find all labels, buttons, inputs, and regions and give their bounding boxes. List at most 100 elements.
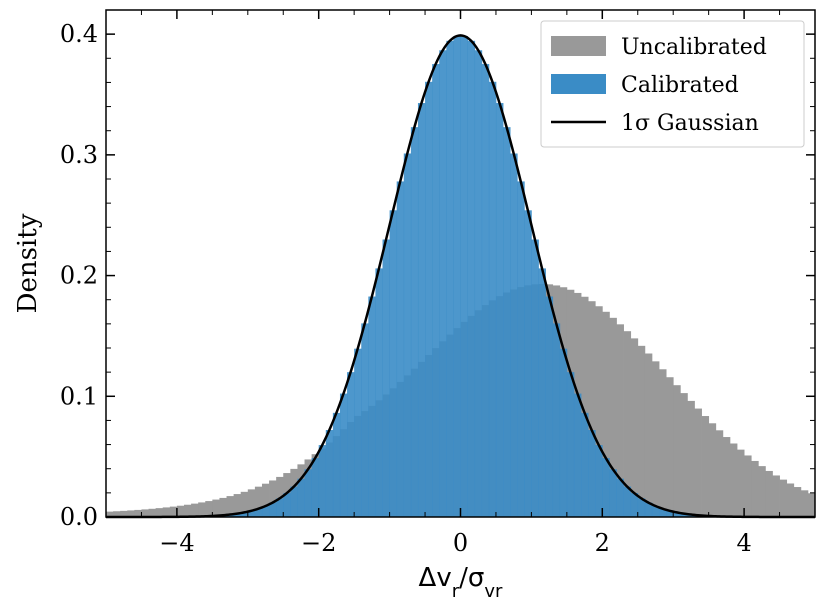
- uncalibrated-bar: [134, 509, 142, 517]
- calibrated-bar: [673, 512, 681, 517]
- calibrated-bar: [247, 510, 256, 517]
- calibrated-bar: [531, 239, 539, 517]
- calibrated-bar: [382, 239, 390, 517]
- uncalibrated-bar: [807, 493, 816, 517]
- uncalibrated-bar: [254, 486, 263, 517]
- uncalibrated-bar: [694, 408, 702, 517]
- legend-label-calibrated: Calibrated: [621, 73, 739, 98]
- uncalibrated-bar: [715, 430, 724, 517]
- uncalibrated-bar: [595, 306, 603, 517]
- calibrated-bar: [354, 348, 362, 517]
- calibrated-bar: [609, 469, 617, 517]
- uncalibrated-bar: [737, 449, 745, 517]
- calibrated-bar: [602, 458, 610, 517]
- uncalibrated-bar: [148, 508, 157, 517]
- calibrated-bar: [510, 153, 518, 518]
- y-tick-label: 0.4: [60, 20, 98, 48]
- uncalibrated-bar: [758, 466, 766, 517]
- calibrated-bar: [233, 513, 242, 517]
- uncalibrated-bar: [602, 311, 610, 517]
- calibrated-bar: [545, 296, 554, 517]
- calibrated-bar: [332, 412, 341, 517]
- calibrated-bar: [254, 508, 263, 517]
- calibrated-bar: [680, 513, 688, 517]
- calibrated-bar: [432, 64, 440, 517]
- uncalibrated-bar: [630, 338, 639, 517]
- calibrated-bar: [503, 127, 511, 517]
- uncalibrated-bar: [219, 497, 227, 517]
- x-tick-label: 4: [736, 529, 751, 557]
- calibrated-bar: [410, 127, 419, 517]
- uncalibrated-bar: [673, 385, 681, 517]
- uncalibrated-bar: [722, 437, 731, 517]
- calibrated-bar: [261, 506, 270, 517]
- uncalibrated-bar: [793, 487, 802, 517]
- calibrated-bar: [339, 393, 348, 517]
- calibrated-bar: [644, 502, 653, 517]
- calibrated-bar: [495, 103, 504, 518]
- uncalibrated-bar: [127, 510, 135, 517]
- gaussian-curve: [106, 34, 815, 519]
- calibrated-bar: [566, 372, 575, 517]
- calibrated-bar: [297, 478, 305, 517]
- calibrated-bar: [439, 50, 447, 518]
- axis-ticks: [105, 10, 816, 518]
- calibrated-bar: [417, 103, 426, 518]
- calibrated-bar: [276, 498, 284, 517]
- calibrated-bar: [368, 296, 376, 517]
- uncalibrated-bar: [176, 505, 185, 517]
- legend-swatch-calibrated: [551, 74, 606, 94]
- calibrated-bar: [318, 445, 327, 517]
- legend-label-uncalibrated: Uncalibrated: [621, 35, 767, 60]
- x-tick-label: −4: [159, 529, 194, 557]
- uncalibrated-bar: [212, 499, 220, 517]
- calibrated-bar: [474, 50, 483, 518]
- calibrated-bar: [290, 486, 298, 517]
- y-tick-label: 0.1: [60, 382, 98, 410]
- calibrated-bar: [588, 430, 596, 517]
- uncalibrated-bar: [205, 501, 213, 517]
- calibrated-bar: [488, 81, 497, 517]
- uncalibrated-bar: [744, 455, 752, 517]
- calibrated-bar: [311, 458, 320, 517]
- calibrated-bar: [283, 493, 291, 517]
- uncalibrated-bar: [120, 510, 128, 517]
- uncalibrated-bar: [581, 296, 589, 517]
- uncalibrated-bar: [800, 490, 809, 517]
- calibrated-bar: [517, 181, 525, 517]
- x-axis-label: Δvr/σvr: [419, 563, 503, 602]
- calibrated-bar: [630, 493, 639, 517]
- y-tick-label: 0.3: [60, 141, 98, 169]
- y-tick-label: 0.0: [60, 503, 98, 531]
- calibrated-histogram: [120, 36, 802, 518]
- uncalibrated-bar: [113, 511, 121, 517]
- uncalibrated-bar: [616, 324, 624, 517]
- calibrated-bar: [240, 512, 249, 517]
- calibrated-bar: [467, 40, 476, 518]
- legend-label-gaussian: 1σ Gaussian: [621, 111, 759, 136]
- calibrated-bar: [425, 81, 433, 517]
- calibrated-bar: [460, 36, 468, 518]
- uncalibrated-bar: [191, 503, 199, 517]
- uncalibrated-bar: [644, 353, 653, 517]
- calibrated-bar: [347, 372, 355, 517]
- uncalibrated-bar: [651, 361, 660, 517]
- x-tick-label: −2: [301, 529, 336, 557]
- uncalibrated-bar: [183, 504, 192, 517]
- uncalibrated-bar: [729, 443, 738, 517]
- x-tick-label: 2: [595, 529, 610, 557]
- uncalibrated-bar: [680, 393, 688, 517]
- uncalibrated-bar: [786, 483, 795, 517]
- legend: Uncalibrated Calibrated 1σ Gaussian: [540, 20, 805, 148]
- uncalibrated-bar: [659, 369, 667, 517]
- uncalibrated-bar: [708, 423, 717, 517]
- legend-swatch-uncalibrated: [551, 36, 606, 56]
- calibrated-bar: [269, 502, 277, 517]
- calibrated-bar: [481, 64, 490, 517]
- uncalibrated-bar: [141, 509, 149, 517]
- calibrated-bar: [616, 478, 624, 517]
- calibrated-bar: [623, 486, 632, 517]
- calibrated-bar: [396, 181, 405, 517]
- calibrated-bar: [659, 508, 667, 517]
- calibrated-bar: [446, 40, 454, 518]
